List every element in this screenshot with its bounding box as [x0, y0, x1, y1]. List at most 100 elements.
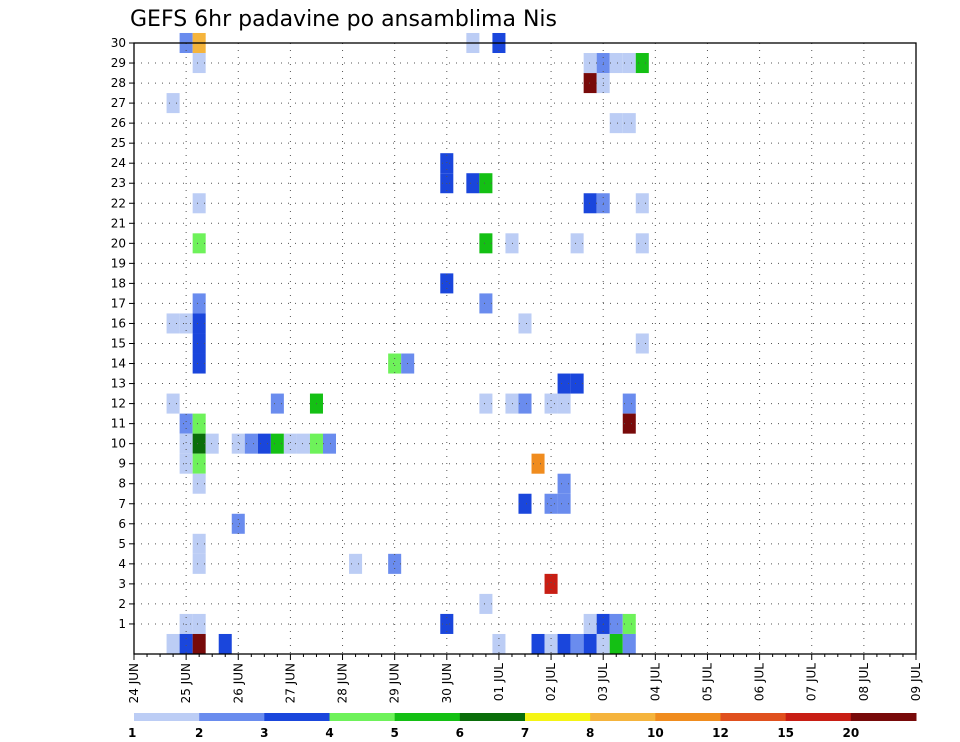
precip-cell: [349, 553, 363, 574]
precip-cell: [388, 553, 402, 574]
precip-cell: [192, 553, 206, 574]
x-tick-label: 08 JUL: [857, 663, 871, 701]
precip-cell: [192, 533, 206, 554]
precip-cell: [622, 113, 636, 134]
precip-cell: [192, 613, 206, 634]
x-tick-label: 24 JUN: [127, 663, 141, 703]
precip-cell: [166, 393, 180, 414]
legend-label: 7: [521, 726, 529, 740]
y-tick-label: 8: [118, 477, 126, 491]
y-tick-label: 26: [111, 116, 126, 130]
legend-swatch: [134, 713, 200, 721]
legend-label: 10: [647, 726, 664, 740]
precip-cell: [192, 333, 206, 354]
precip-cell: [283, 433, 297, 454]
legend-swatch: [785, 713, 852, 721]
precip-cell: [622, 413, 636, 434]
legend-label: 1: [128, 726, 136, 740]
precip-cell: [296, 433, 310, 454]
precip-cell: [557, 373, 571, 394]
precip-cell: [479, 173, 493, 194]
legend-label: 8: [586, 726, 594, 740]
y-tick-label: 29: [111, 56, 126, 70]
precip-cell: [218, 633, 232, 654]
precip-cell: [505, 393, 519, 414]
precip-cell: [192, 293, 206, 314]
y-tick-label: 19: [111, 256, 126, 270]
precip-cell: [231, 513, 245, 534]
x-tick-label: 04 JUL: [648, 663, 662, 701]
precip-cell: [622, 633, 636, 654]
precip-cell: [205, 433, 219, 454]
y-tick-label: 24: [111, 156, 126, 170]
grid-lines: [134, 42, 916, 654]
y-tick-label: 7: [118, 497, 126, 511]
precip-cell: [622, 393, 636, 414]
precip-cell: [635, 233, 649, 254]
y-tick-label: 17: [111, 296, 126, 310]
legend-swatch: [199, 713, 265, 721]
precip-cell: [479, 233, 493, 254]
precip-cell: [583, 633, 597, 654]
precip-cell: [570, 633, 584, 654]
precip-cell: [322, 433, 337, 454]
x-tick-label: 05 JUL: [700, 663, 714, 701]
y-axis: 1234567891011121314151617181920212223242…: [111, 36, 134, 631]
precip-cell: [518, 493, 532, 514]
precip-cell: [609, 633, 623, 654]
precip-cell: [440, 613, 454, 634]
precip-cell: [192, 473, 206, 494]
precip-cell: [557, 393, 571, 414]
y-tick-label: 16: [111, 316, 126, 330]
y-tick-label: 10: [111, 437, 126, 451]
y-tick-label: 22: [111, 196, 126, 210]
precip-cell: [583, 193, 597, 214]
legend-label: 20: [842, 726, 859, 740]
legend-label: 6: [456, 726, 464, 740]
legend-swatch: [655, 713, 721, 721]
precip-cell: [609, 53, 623, 74]
precip-cell: [166, 633, 180, 654]
y-tick-label: 12: [111, 397, 126, 411]
x-tick-label: 29 JUN: [388, 663, 402, 703]
x-tick-label: 07 JUL: [805, 663, 819, 701]
y-tick-label: 15: [111, 336, 126, 350]
color-legend: 1 2 3 4 5 6 7 8 10 12 15 20: [128, 713, 917, 740]
precip-cell: [231, 433, 245, 454]
precip-cell: [244, 433, 258, 454]
precip-cell: [179, 433, 193, 454]
precip-cell: [635, 333, 649, 354]
precip-cell: [440, 153, 454, 174]
precip-cell: [270, 433, 284, 454]
y-tick-label: 3: [118, 577, 126, 591]
precip-cell: [166, 93, 180, 114]
precip-cell: [609, 613, 623, 634]
precip-cell: [192, 53, 206, 74]
legend-label: 12: [712, 726, 729, 740]
precip-cell: [166, 313, 180, 334]
y-tick-label: 14: [111, 357, 126, 371]
precip-cell: [192, 193, 206, 214]
precip-cell: [518, 393, 532, 414]
precip-cell: [583, 53, 597, 74]
precip-cell: [544, 493, 558, 514]
precip-cell: [518, 313, 532, 334]
precip-cell: [388, 353, 402, 374]
y-tick-label: 5: [118, 537, 126, 551]
legend-label: 4: [325, 726, 333, 740]
y-tick-label: 1: [118, 617, 126, 631]
heatmap-cells: [166, 32, 649, 654]
precip-cell: [635, 193, 649, 214]
x-tick-label: 25 JUN: [179, 663, 193, 703]
precip-cell: [466, 173, 480, 194]
precip-cell: [596, 633, 610, 654]
precip-cell: [609, 113, 623, 134]
y-tick-label: 30: [111, 36, 126, 50]
precip-cell: [179, 613, 193, 634]
y-tick-label: 6: [118, 517, 126, 531]
precip-cell: [557, 633, 571, 654]
x-tick-label: 30 JUN: [440, 663, 454, 703]
precip-cell: [531, 633, 545, 654]
precip-cell: [179, 413, 193, 434]
x-tick-label: 28 JUN: [336, 663, 350, 703]
